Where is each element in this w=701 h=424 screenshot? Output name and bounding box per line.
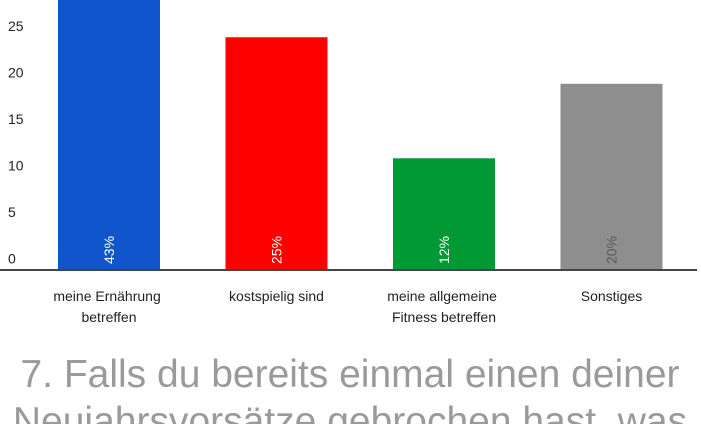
y-tick-label: 15 <box>8 111 24 127</box>
x-tick-label: meine Ernährung betreffen <box>53 288 164 325</box>
caption-line: Neujahrsvorsätze gebrochen hast, was <box>13 400 687 424</box>
bar <box>560 83 663 270</box>
y-tick-label: 25 <box>8 18 24 34</box>
bar <box>225 37 328 270</box>
bar <box>393 158 495 270</box>
y-tick-label: 10 <box>8 158 24 174</box>
y-tick-label: 0 <box>8 251 16 267</box>
x-tick-label: kostspielig sind <box>229 288 324 304</box>
x-tick-label: meine allgemeine Fitness betreffen <box>387 288 501 325</box>
y-tick-label: 5 <box>8 204 16 220</box>
value-label: 25% <box>269 236 285 264</box>
value-label: 43% <box>101 236 117 264</box>
bar <box>58 0 160 271</box>
caption-line: 7. Falls du bereits einmal einen deiner <box>20 353 679 396</box>
value-label: 20% <box>604 236 620 264</box>
value-label: 12% <box>436 236 452 264</box>
x-tick-label: Sonstiges <box>581 288 642 304</box>
y-tick-label: 20 <box>8 64 24 80</box>
